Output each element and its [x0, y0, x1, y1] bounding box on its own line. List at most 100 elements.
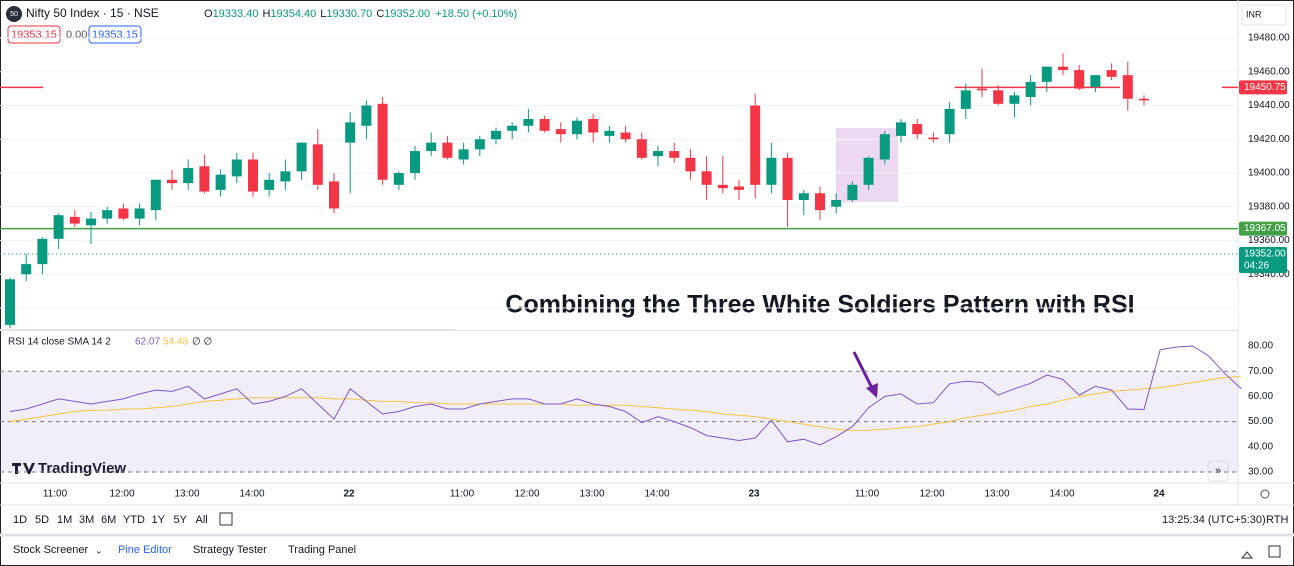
scroll-button[interactable]: [1207, 460, 1229, 482]
candle-body: [896, 122, 906, 136]
candle-body: [393, 173, 404, 185]
range-button[interactable]: 3M: [79, 514, 94, 526]
range-button[interactable]: 1M: [57, 514, 72, 526]
rsi-line: [9, 345, 1242, 446]
rsi-tick-label: 80.00: [1248, 341, 1273, 352]
price-tick-label: 19380.00: [1248, 201, 1290, 212]
candle-body: [21, 264, 32, 275]
candle-body: [1106, 70, 1117, 77]
candle-body: [167, 179, 177, 184]
candle-body: [685, 157, 696, 172]
symbol[interactable]: Nifty 50 Index · 15 · NSE: [26, 6, 159, 20]
candle-body: [588, 119, 599, 133]
ask-box[interactable]: [88, 25, 142, 44]
bottom-tab[interactable]: Trading Panel: [288, 544, 356, 556]
collapse-icon[interactable]: [1240, 551, 1254, 559]
candle-body: [231, 159, 242, 177]
session[interactable]: RTH: [1266, 514, 1288, 526]
price-tick-label: 19460.00: [1248, 66, 1290, 77]
rsi-sma-line: [9, 375, 1242, 431]
candle-body: [361, 105, 372, 126]
time-tick-label: 13:00: [579, 489, 604, 500]
candle-body: [604, 130, 615, 136]
candle-body: [944, 108, 955, 135]
currency-box[interactable]: [1241, 4, 1287, 26]
time-tick-label: 13:00: [984, 489, 1009, 500]
candle-body: [798, 193, 809, 200]
time-tick-label: 11:00: [450, 489, 475, 500]
candle-body: [717, 184, 728, 189]
range-button[interactable]: 1Y: [152, 514, 166, 526]
candle-body: [248, 159, 258, 192]
candle-body: [572, 120, 582, 135]
candle-body: [847, 184, 858, 200]
scroll-icon[interactable]: »: [1215, 465, 1221, 477]
candle-body: [345, 122, 356, 143]
change: +18.50 (+0.10%): [435, 8, 517, 20]
arrow-head: [866, 383, 878, 398]
candle-body: [134, 208, 145, 219]
candle-body: [183, 167, 194, 184]
candle-body: [458, 149, 469, 160]
date-range-icon[interactable]: [219, 512, 233, 526]
candle-body: [555, 129, 566, 135]
time-tick-label: 24: [1153, 489, 1165, 500]
candle-body: [102, 210, 113, 219]
candle-body: [86, 218, 96, 226]
settings-icon[interactable]: [1260, 489, 1270, 499]
rsi-tick-label: 60.00: [1248, 391, 1273, 402]
candle-body: [815, 193, 825, 211]
candle-body: [993, 90, 1004, 104]
price-tick-label: 19360.00: [1248, 235, 1290, 246]
candle-body: [329, 181, 339, 209]
candle-body: [912, 124, 923, 135]
range-button[interactable]: YTD: [123, 514, 145, 526]
ask[interactable]: 19353.15: [92, 29, 138, 41]
arrow-shaft: [852, 351, 876, 393]
price-badge-label: 19450.75: [1244, 82, 1286, 93]
range-button[interactable]: All: [196, 514, 208, 526]
time-tick-label: 13:00: [174, 489, 199, 500]
candle-body: [539, 119, 550, 131]
time-tick-label: 11:00: [855, 489, 880, 500]
bid-box[interactable]: [7, 25, 61, 44]
candle-body: [69, 216, 80, 224]
candle-body: [863, 157, 874, 185]
dropdown[interactable]: ⌄: [95, 545, 103, 555]
range-button[interactable]: 6M: [101, 514, 116, 526]
time-tick-label: 22: [343, 489, 355, 500]
ohlc-key: H: [262, 8, 270, 20]
candle-body: [426, 142, 437, 152]
currency[interactable]: INR: [1246, 9, 1262, 19]
candle-body: [960, 90, 971, 109]
time-tick-label: 12:00: [109, 489, 134, 500]
bottom-tab[interactable]: Pine Editor: [118, 544, 172, 556]
ohlc-key: L: [320, 8, 326, 20]
price-tick-label: 19340.00: [1248, 269, 1290, 280]
symbol-icon: [6, 6, 22, 22]
bottom-tab[interactable]: Strategy Tester: [193, 544, 267, 556]
price-badge-label: 19367.05: [1244, 223, 1286, 234]
candle-body: [1090, 75, 1101, 87]
price-badge: [1239, 80, 1287, 95]
bottom-tab[interactable]: Stock Screener: [13, 544, 89, 556]
time-tick-label: 12:00: [514, 489, 539, 500]
candle-body: [491, 130, 501, 140]
range-button[interactable]: 5Y: [174, 514, 188, 526]
rsi-sma-value: 54.48: [163, 337, 188, 348]
time-tick-label: 14:00: [1049, 489, 1074, 500]
candle-body: [312, 144, 323, 185]
clock: 13:25:34 (UTC+5:30): [1162, 514, 1266, 526]
candle-body: [1009, 95, 1020, 104]
candle-body: [766, 157, 777, 185]
bid[interactable]: 19353.15: [11, 29, 57, 41]
range-button[interactable]: 1D: [13, 514, 27, 526]
ohlc-key: C: [376, 8, 384, 20]
maximize-icon[interactable]: [1268, 545, 1281, 558]
range-button[interactable]: 5D: [35, 514, 49, 526]
candle-body: [5, 279, 15, 325]
time-tick-label: 23: [748, 489, 760, 500]
candle-body: [620, 132, 631, 140]
countdown: 04:26: [1244, 261, 1269, 272]
